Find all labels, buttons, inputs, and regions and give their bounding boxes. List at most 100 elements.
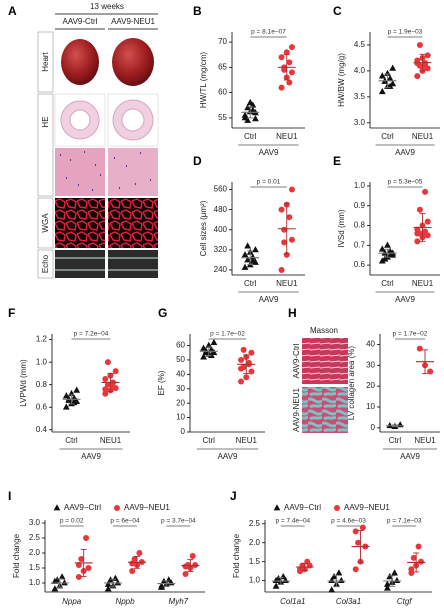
point <box>286 214 293 221</box>
point <box>238 365 245 372</box>
y-tick-label: 1.0 <box>249 576 261 585</box>
point <box>281 239 288 246</box>
point <box>408 566 415 573</box>
x-tick-label: NEU1 <box>276 279 298 288</box>
point <box>281 226 288 233</box>
panel-label: B <box>193 4 202 18</box>
legend-label: AAV9−NEU1 <box>124 503 170 512</box>
point <box>424 218 431 225</box>
y-tick-label: 0 <box>371 423 376 432</box>
y-tick-label: 4.5 <box>354 40 366 49</box>
row-label-box <box>37 197 54 249</box>
column-label: AAV9-Ctrl <box>63 17 98 26</box>
point <box>75 562 82 568</box>
point <box>85 565 92 571</box>
row-label-box <box>37 249 54 279</box>
point <box>424 52 431 59</box>
masson-image <box>302 387 348 433</box>
point <box>129 560 136 567</box>
point <box>381 249 389 256</box>
row-label: Echo <box>41 254 50 273</box>
p-value: p = 1.7e−02 <box>210 331 245 338</box>
point <box>286 79 293 86</box>
panel-label: H <box>288 306 297 320</box>
point <box>62 392 70 399</box>
masson-image <box>302 338 348 384</box>
point <box>136 550 143 556</box>
point <box>422 62 429 69</box>
x-tick-label: Ctrl <box>381 132 394 141</box>
group-label: AAV9 <box>218 452 238 461</box>
x-tick-label: Ctrl <box>244 279 257 288</box>
point <box>286 59 293 66</box>
y-tick-label: 400 <box>214 225 228 234</box>
x-tick-label: Ctrl <box>203 436 216 445</box>
p-value: p = 8.1e−07 <box>251 29 286 36</box>
point <box>391 569 398 576</box>
y-tick-label: 30 <box>366 360 375 369</box>
point <box>386 421 394 429</box>
point <box>384 241 391 248</box>
y-tick-label: 55 <box>218 113 227 122</box>
y-tick-label: 0.9 <box>354 201 366 210</box>
point <box>297 566 304 573</box>
legend-label: AAV9−Ctrl <box>284 503 321 512</box>
y-tick-label: 0.6 <box>36 402 48 411</box>
y-tick-label: 2.5 <box>29 533 41 542</box>
point <box>272 582 280 589</box>
point <box>102 386 109 393</box>
point <box>51 585 59 592</box>
point <box>131 556 138 562</box>
x-tick-label: Ctgf <box>397 597 412 606</box>
x-tick-label: Ctrl <box>65 436 78 445</box>
x-tick-label: Ctrl <box>244 132 257 141</box>
y-tick-label: 10 <box>366 402 375 411</box>
y-axis-label: IVSd (mm) <box>337 209 346 248</box>
x-tick-label: NEU1 <box>412 279 434 288</box>
p-value: p = 1.9e−03 <box>388 29 423 36</box>
p-value: p = 3.7e−04 <box>161 518 196 525</box>
x-tick-label: Ctrl <box>381 279 394 288</box>
point <box>244 116 252 123</box>
x-tick-label: Nppb <box>115 597 135 606</box>
panel-label: C <box>333 4 342 18</box>
point <box>241 251 249 258</box>
point <box>78 556 85 562</box>
p-value: p = 5.3e−05 <box>388 179 423 186</box>
point <box>328 586 336 593</box>
y-tick-label: 0.7 <box>354 240 366 249</box>
point <box>278 206 285 213</box>
group-label: AAV9 <box>395 295 415 304</box>
point <box>278 266 285 273</box>
y-tick-label: 1.5 <box>29 563 41 572</box>
y-axis-label: LVPWd (mm) <box>19 359 28 407</box>
point <box>273 504 281 511</box>
heart-image <box>112 38 154 86</box>
row-label-box <box>37 31 54 93</box>
point <box>381 255 389 262</box>
point <box>189 553 196 559</box>
nuclei <box>60 151 151 191</box>
x-tick-label: Ctrl <box>389 436 402 445</box>
echo-image <box>108 250 158 278</box>
point <box>410 554 417 561</box>
point <box>383 584 391 591</box>
y-axis-label: HW/TL (mg/cm) <box>199 52 208 108</box>
point <box>414 73 421 80</box>
wga-image <box>55 198 105 248</box>
x-tick-label: Nppa <box>62 597 82 606</box>
y-tick-label: 0.4 <box>36 425 48 434</box>
point <box>355 539 362 546</box>
point <box>288 69 295 76</box>
point <box>283 251 290 258</box>
legend-label: AAV9−NEU1 <box>344 503 390 512</box>
point <box>252 115 259 122</box>
point <box>359 524 366 531</box>
point <box>207 346 215 353</box>
point <box>58 573 66 580</box>
y-tick-label: 3.0 <box>29 518 41 527</box>
point <box>248 368 255 375</box>
y-tick-label: 1.0 <box>29 578 41 587</box>
